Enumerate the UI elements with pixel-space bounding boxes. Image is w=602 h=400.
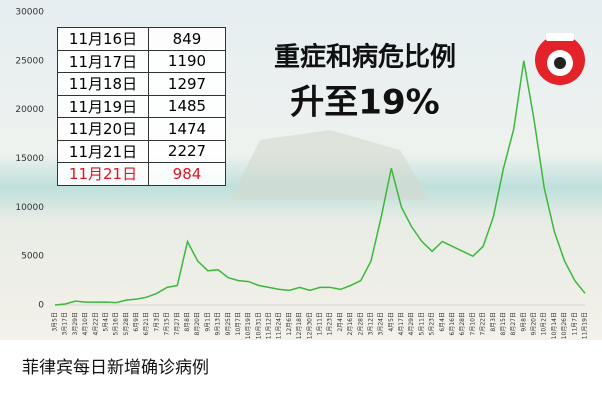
x-tick-label: 8月8日 bbox=[184, 312, 191, 332]
x-tick-label: 6月4日 bbox=[439, 312, 446, 332]
caption: 菲律宾每日新增确诊病例 bbox=[22, 358, 209, 378]
x-tick-label: 12月30日 bbox=[306, 312, 313, 339]
x-tick-label: 6月28日 bbox=[459, 312, 466, 335]
table-row: 11月18日 1297 bbox=[57, 72, 226, 96]
x-tick-label: 9月20日 bbox=[531, 312, 538, 335]
x-tick-label: 3月5日 bbox=[52, 312, 59, 332]
logo bbox=[535, 33, 585, 85]
table-cell: 11月21日 bbox=[57, 139, 149, 163]
table-row: 11月21日 2227 bbox=[57, 139, 226, 163]
table-row: 11月16日 849 bbox=[57, 27, 226, 51]
x-tick-label: 11月12日 bbox=[266, 312, 273, 339]
x-tick-label: 11月7日 bbox=[571, 312, 578, 335]
x-tick-label: 8月20日 bbox=[194, 312, 201, 335]
x-tick-label: 4月22日 bbox=[92, 312, 99, 335]
y-tick-label: 25000 bbox=[15, 56, 44, 66]
x-tick-label: 3月12日 bbox=[367, 312, 374, 335]
x-tick-label: 12月18日 bbox=[296, 312, 303, 339]
headline-1: 重症和病危比例 bbox=[274, 42, 456, 73]
table-row: 11月21日 984 bbox=[57, 162, 226, 186]
table-cell: 1190 bbox=[148, 49, 226, 73]
x-tick-label: 3月29日 bbox=[72, 312, 79, 335]
x-tick-label: 10月2日 bbox=[541, 312, 548, 335]
x-tick-label: 5月16日 bbox=[113, 312, 120, 335]
x-tick-label: 7月3日 bbox=[153, 312, 160, 332]
table-cell: 1297 bbox=[148, 72, 226, 96]
background-rock bbox=[230, 130, 430, 200]
x-tick-label: 11月24日 bbox=[276, 312, 283, 339]
x-tick-label: 11月19日 bbox=[582, 312, 589, 339]
table-cell: 984 bbox=[148, 162, 226, 186]
x-tick-label: 3月24日 bbox=[378, 312, 385, 335]
x-tick-label: 2月4日 bbox=[337, 312, 344, 332]
x-tick-label: 4月10日 bbox=[82, 312, 89, 335]
x-tick-label: 8月15日 bbox=[500, 312, 507, 335]
x-tick-label: 2月28日 bbox=[357, 312, 364, 335]
y-tick-label: 10000 bbox=[15, 203, 44, 213]
x-tick-label: 1月11日 bbox=[317, 312, 324, 335]
x-tick-label: 10月14日 bbox=[551, 312, 558, 339]
y-tick-label: 0 bbox=[38, 301, 44, 311]
x-tick-label: 6月21日 bbox=[143, 312, 150, 335]
x-tick-label: 10月26日 bbox=[561, 312, 568, 339]
x-tick-label: 9月8日 bbox=[520, 312, 527, 332]
x-tick-label: 3月17日 bbox=[62, 312, 69, 335]
table-cell: 1485 bbox=[148, 94, 226, 118]
table-cell: 1474 bbox=[148, 117, 226, 141]
x-tick-label: 7月22日 bbox=[480, 312, 487, 335]
x-tick-label: 1月23日 bbox=[327, 312, 334, 335]
x-tick-label: 6月16日 bbox=[449, 312, 456, 335]
x-tick-label: 2月16日 bbox=[347, 312, 354, 335]
x-tick-label: 5月4日 bbox=[102, 312, 109, 332]
y-tick-label: 15000 bbox=[15, 154, 44, 164]
x-tick-label: 8月3日 bbox=[490, 312, 497, 332]
table-cell: 11月18日 bbox=[57, 72, 149, 96]
x-tick-label: 5月23日 bbox=[429, 312, 436, 335]
x-tick-label: 10月19日 bbox=[245, 312, 252, 339]
headline-2: 升至19% bbox=[290, 83, 439, 123]
table-row: 11月19日 1485 bbox=[57, 94, 226, 118]
x-tick-label: 7月27日 bbox=[174, 312, 181, 335]
table-row: 11月17日 1190 bbox=[57, 49, 226, 73]
x-tick-label: 6月9日 bbox=[133, 312, 140, 332]
y-tick-label: 30000 bbox=[15, 8, 44, 18]
x-tick-label: 12月6日 bbox=[286, 312, 293, 335]
line bbox=[54, 60, 586, 306]
x-tick-label: 5月28日 bbox=[123, 312, 130, 335]
y-tick-label: 20000 bbox=[15, 105, 44, 115]
table-cell: 11月17日 bbox=[57, 49, 149, 73]
table-cell: 11月19日 bbox=[57, 94, 149, 118]
x-tick-label: 5月11日 bbox=[418, 312, 425, 335]
x-tick-label: 8月27日 bbox=[510, 312, 517, 335]
x-tick-label: 7月15日 bbox=[164, 312, 171, 335]
table-row: 11月20日 1474 bbox=[57, 117, 226, 141]
x-tick-label: 10月31日 bbox=[255, 312, 262, 339]
table-cell: 849 bbox=[148, 27, 226, 51]
x-tick-label: 4月17日 bbox=[398, 312, 405, 335]
y-tick-label: 5000 bbox=[21, 252, 44, 262]
table-cell: 2227 bbox=[148, 139, 226, 163]
x-tick-label: 7月10日 bbox=[469, 312, 476, 335]
x-tick-label: 9月13日 bbox=[215, 312, 222, 335]
x-tick-label: 9月25日 bbox=[225, 312, 232, 335]
x-tick-label: 4月29日 bbox=[408, 312, 415, 335]
x-tick-label: 10月7日 bbox=[235, 312, 242, 335]
x-tick-label: 9月1日 bbox=[204, 312, 211, 332]
table-cell: 11月16日 bbox=[57, 27, 149, 51]
x-tick-label: 4月5日 bbox=[388, 312, 395, 332]
table-cell: 11月20日 bbox=[57, 117, 149, 141]
data-table: 11月16日 849 11月17日 1190 11月18日 1297 11月19日 1485 1… bbox=[57, 27, 226, 186]
table-cell: 11月21日 bbox=[57, 162, 149, 186]
